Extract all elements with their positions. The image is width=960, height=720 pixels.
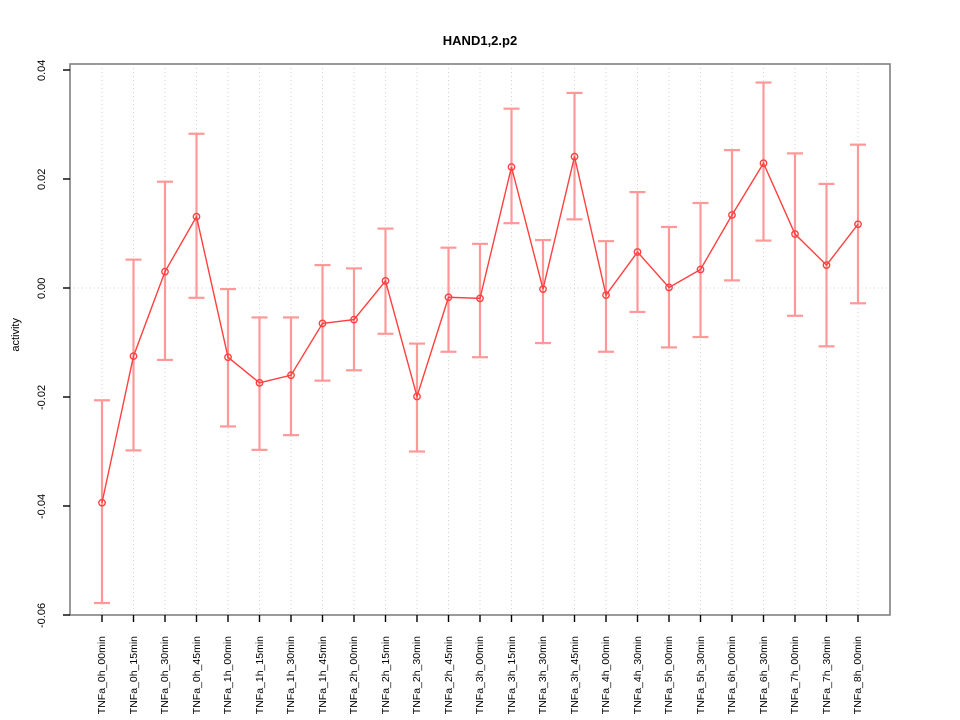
x-tick-label: TNFa_2h_30min xyxy=(411,636,423,715)
chart-title: HAND1,2.p2 xyxy=(442,33,518,48)
x-tick-label: TNFa_4h_00min xyxy=(600,636,612,715)
x-tick-label: TNFa_1h_15min xyxy=(253,636,266,715)
data-point-marker xyxy=(476,294,484,303)
data-point-marker xyxy=(161,267,169,276)
data-point-marker xyxy=(381,277,390,285)
x-tick-label: TNFa_2h_15min xyxy=(379,636,392,715)
x-tick-label: TNFa_1h_30min xyxy=(285,636,297,715)
data-point-marker xyxy=(696,265,705,274)
x-tick-label: TNFa_4h_30min xyxy=(631,636,644,715)
y-tick-label: 0.02 xyxy=(36,168,48,190)
data-point-marker xyxy=(633,248,642,256)
data-point-marker xyxy=(570,152,579,161)
x-tick-label: TNFa_5h_00min xyxy=(663,636,675,715)
data-points xyxy=(98,152,862,507)
x-tick-label: TNFa_7h_00min xyxy=(789,636,801,715)
x-tick-label: TNFa_5h_30min xyxy=(694,636,707,715)
series-line xyxy=(101,156,859,503)
x-tick-label: TNFa_3h_00min xyxy=(474,636,486,715)
x-tick-label: TNFa_7h_30min xyxy=(820,636,833,715)
x-tick-label: TNFa_2h_45min xyxy=(442,636,455,715)
data-point-marker xyxy=(413,392,421,401)
axis-tick-marks xyxy=(63,69,859,622)
data-point-marker xyxy=(602,291,610,299)
data-point-marker xyxy=(287,371,295,380)
x-tick-label: TNFa_3h_30min xyxy=(537,636,549,715)
data-point-marker xyxy=(759,159,768,168)
y-tick-label: 0.00 xyxy=(36,277,48,299)
data-point-marker xyxy=(444,293,453,302)
x-tick-label: TNFa_1h_45min xyxy=(316,636,329,715)
data-point-marker xyxy=(854,220,862,229)
x-tick-label: TNFa_6h_00min xyxy=(726,636,738,715)
x-tick-label: TNFa_1h_00min xyxy=(222,636,234,715)
data-point-marker xyxy=(665,283,673,292)
data-point-marker xyxy=(318,319,327,328)
data-point-marker xyxy=(98,498,106,507)
data-point-marker xyxy=(791,230,799,238)
y-tick-label: -0.04 xyxy=(36,493,48,519)
x-tick-label: TNFa_3h_15min xyxy=(505,636,518,715)
data-point-marker xyxy=(822,261,831,270)
data-point-marker xyxy=(350,315,358,324)
series-polyline xyxy=(101,156,859,503)
x-tick-label: TNFa_8h_00min xyxy=(852,636,864,715)
data-point-marker xyxy=(539,285,547,293)
x-tick-label: TNFa_6h_30min xyxy=(757,636,770,715)
data-point-marker xyxy=(192,212,201,221)
x-tick-label: TNFa_3h_45min xyxy=(568,636,581,715)
y-tick-label: 0.04 xyxy=(36,59,48,81)
data-point-marker xyxy=(728,211,736,219)
x-tick-label: TNFa_0h_00min xyxy=(96,636,108,715)
data-point-marker xyxy=(255,378,264,387)
data-point-marker xyxy=(224,353,232,362)
x-tick-label: TNFa_0h_45min xyxy=(190,636,203,715)
data-point-marker xyxy=(129,352,138,361)
y-tick-label: -0.06 xyxy=(36,602,48,628)
x-tick-label: TNFa_0h_15min xyxy=(127,636,140,715)
x-tick-label: TNFa_2h_00min xyxy=(348,636,360,715)
x-tick-label: TNFa_0h_30min xyxy=(159,636,171,715)
y-tick-label: -0.02 xyxy=(36,384,48,410)
data-point-marker xyxy=(507,163,516,171)
